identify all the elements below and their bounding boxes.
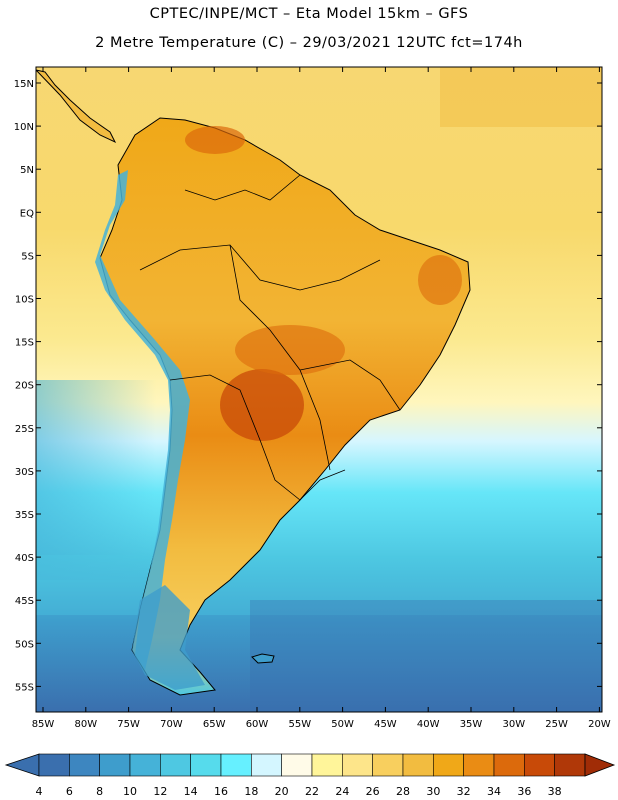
colorbar-swatch <box>190 753 222 777</box>
lat-label: 10S <box>15 295 34 306</box>
colorbar-swatch <box>524 753 555 777</box>
colorbar-tick-label: 8 <box>96 785 103 798</box>
colorbar-tick-label: 24 <box>335 785 349 798</box>
lon-label: 35W <box>460 719 483 730</box>
lon-label: 65W <box>203 719 226 730</box>
lat-label: 15S <box>15 338 34 349</box>
lon-label: 80W <box>74 719 97 730</box>
colorbar-tick-label: 26 <box>366 785 380 798</box>
colorbar-swatch <box>433 753 464 777</box>
colorbar-swatch <box>311 753 343 777</box>
latitude-axis: 15N 10N 5N EQ 5S 10S 15S 20S 25S 30S 35S 40S 45S 50S 5… <box>14 79 602 693</box>
lat-label: 50S <box>15 639 34 650</box>
lon-label: 30W <box>502 719 525 730</box>
lat-label: 55S <box>15 682 34 693</box>
lon-label: 45W <box>374 719 397 730</box>
lat-label: 40S <box>15 553 34 564</box>
lat-label: 20S <box>15 381 34 392</box>
colorbar-low-arrow <box>4 753 40 777</box>
colorbar-swatch <box>281 753 313 777</box>
map-title-line-2: 2 Metre Temperature (C) – 29/03/2021 12U… <box>95 35 523 51</box>
lon-label: 20W <box>588 719 611 730</box>
hot-core-northeast <box>418 255 462 305</box>
lon-label: 55W <box>288 719 311 730</box>
hot-core-venezuela <box>185 126 245 154</box>
lon-label: 25W <box>545 719 568 730</box>
lat-label: 45S <box>15 596 34 607</box>
colorbar-tick-label: 28 <box>396 785 410 798</box>
lon-label: 70W <box>160 719 183 730</box>
colorbar-swatch <box>493 753 525 777</box>
colorbar-tick-label: 32 <box>457 785 471 798</box>
colorbar-swatch <box>38 753 70 777</box>
colorbar-swatch <box>402 753 434 777</box>
lon-label: 85W <box>32 719 55 730</box>
map-frame <box>35 66 603 713</box>
temperature-field <box>36 67 602 712</box>
falkland-islands <box>251 653 275 664</box>
colorbar-swatch <box>69 753 100 777</box>
map-title-line-1: CPTEC/INPE/MCT – Eta Model 15km – GFS <box>149 6 469 22</box>
lat-label: 5S <box>21 251 34 262</box>
colorbar-tick-label: 14 <box>184 785 198 798</box>
colorbar-swatch <box>463 753 495 777</box>
lat-label: 15N <box>14 79 34 90</box>
hot-core-central-brazil <box>235 325 345 375</box>
lon-label: 75W <box>117 719 140 730</box>
colorbar-swatch <box>160 753 191 777</box>
colorbar-high-arrow <box>584 753 616 777</box>
colorbar-swatch <box>342 753 373 777</box>
colorbar-swatch <box>99 753 131 777</box>
colorbar-swatch <box>372 753 404 777</box>
colorbar-tick-label: 18 <box>244 785 258 798</box>
lat-label: 10N <box>14 122 34 133</box>
central-america <box>36 69 117 144</box>
lat-label: 25S <box>15 424 34 435</box>
hot-core-paraguay <box>220 369 304 441</box>
colorbar-tick-label: 10 <box>123 785 137 798</box>
colorbar-tick-label: 16 <box>214 785 228 798</box>
lon-label: 50W <box>331 719 354 730</box>
country-borders <box>139 174 401 501</box>
lat-label: 5N <box>20 165 34 176</box>
colorbar-tick-label: 20 <box>275 785 289 798</box>
lat-label: 30S <box>15 467 34 478</box>
colorbar-tick-label: 34 <box>487 785 501 798</box>
andes-cold-strip <box>95 170 190 670</box>
lon-label: 60W <box>246 719 269 730</box>
colorbar-swatch <box>554 753 586 777</box>
colorbar-tick-label: 4 <box>36 785 43 798</box>
colorbar-tick-label: 30 <box>426 785 440 798</box>
colorbar-tick-label: 36 <box>517 785 531 798</box>
colorbar-swatch <box>129 753 161 777</box>
colorbar-tick-label: 38 <box>548 785 562 798</box>
colorbar-tick-label: 22 <box>305 785 319 798</box>
colorbar-swatch <box>220 753 252 777</box>
colorbar-tick-label: 12 <box>153 785 167 798</box>
lat-label: EQ <box>20 208 34 219</box>
lat-label: 35S <box>15 510 34 521</box>
longitude-axis: 85W 80W 75W 70W 65W 60W 55W 50W 45W 40W 35W 30W 25W 2… <box>32 67 611 730</box>
lon-label: 40W <box>417 719 440 730</box>
colorbar-tick-label: 6 <box>66 785 73 798</box>
colorbar: 4 6 8 10 12 14 16 18 20 22 24 26 28 30 32 34 36 38 <box>4 753 616 798</box>
colorbar-swatch <box>251 753 282 777</box>
patagonia-cold <box>132 585 205 690</box>
